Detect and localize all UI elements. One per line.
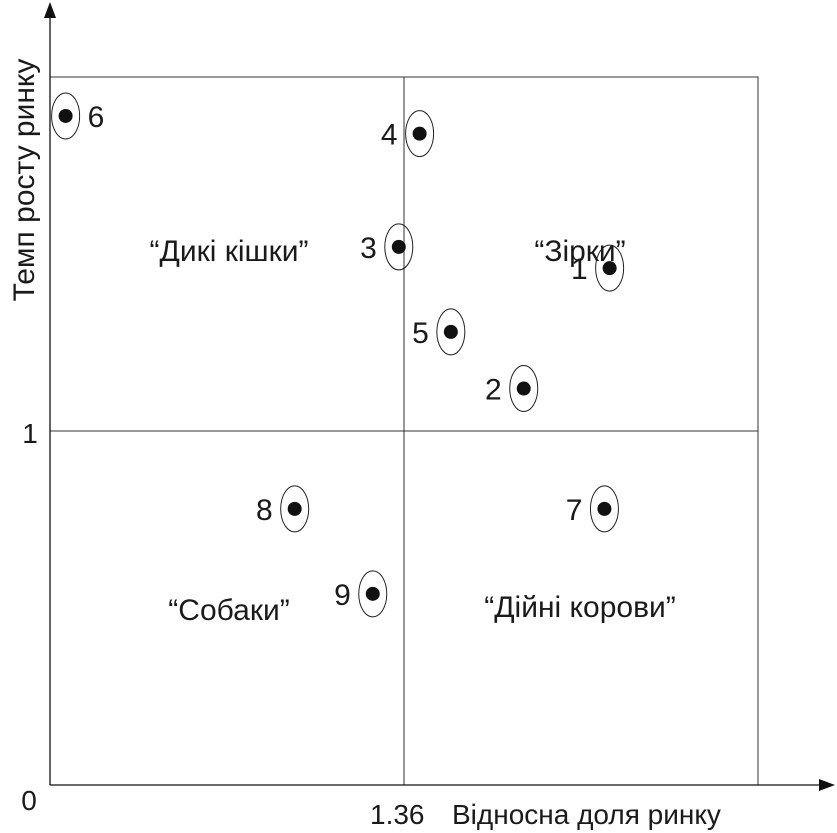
point-ring — [51, 92, 81, 140]
quadrant-label-top-left: “Дикі кішки” — [150, 235, 309, 268]
point-dot — [443, 324, 458, 339]
point-label: 3 — [360, 232, 377, 265]
point-label: 4 — [381, 119, 398, 152]
point-dot — [516, 381, 531, 396]
data-point-4: 4 — [381, 110, 435, 158]
point-ring — [509, 365, 539, 413]
point-ring — [589, 485, 619, 533]
x-axis-arrow-icon — [819, 779, 835, 791]
point-label: 2 — [485, 374, 502, 407]
point-ring — [384, 223, 414, 271]
point-label: 7 — [566, 494, 583, 527]
data-point-8: 8 — [256, 485, 310, 533]
data-point-6: 6 — [51, 92, 105, 140]
point-dot — [391, 239, 406, 254]
point-label: 1 — [571, 253, 588, 286]
x-mid-tick-label: 1.36 — [370, 799, 425, 830]
data-points: 1 2 3 4 5 6 7 8 9 — [51, 92, 625, 618]
data-point-3: 3 — [360, 223, 414, 271]
y-mid-tick-label: 1 — [22, 418, 38, 449]
point-dot — [602, 261, 617, 276]
point-ring — [405, 110, 435, 158]
point-label: 6 — [88, 101, 105, 134]
data-point-1: 1 — [571, 244, 625, 292]
data-point-2: 2 — [485, 365, 539, 413]
data-point-5: 5 — [412, 308, 466, 356]
x-axis-label: Відносна доля ринку — [452, 799, 721, 830]
point-dot — [58, 108, 73, 123]
y-axis-label: Темп росту ринку — [8, 59, 41, 302]
data-point-7: 7 — [566, 485, 619, 533]
point-ring — [436, 308, 466, 356]
point-label: 5 — [412, 317, 429, 350]
point-label: 9 — [334, 579, 351, 612]
x-origin-tick-label: 0 — [21, 785, 37, 816]
point-dot — [287, 501, 302, 516]
point-ring — [358, 570, 388, 618]
point-dot — [365, 586, 380, 601]
point-dot — [412, 126, 427, 141]
point-ring — [280, 485, 310, 533]
quadrant-label-bottom-left: “Собаки” — [168, 594, 289, 627]
quadrant-label-bottom-right: “Дійні корови” — [484, 591, 676, 624]
point-ring — [595, 244, 625, 292]
data-point-9: 9 — [334, 570, 388, 618]
point-label: 8 — [256, 494, 273, 527]
point-dot — [597, 501, 612, 516]
y-axis-arrow-icon — [44, 2, 56, 18]
